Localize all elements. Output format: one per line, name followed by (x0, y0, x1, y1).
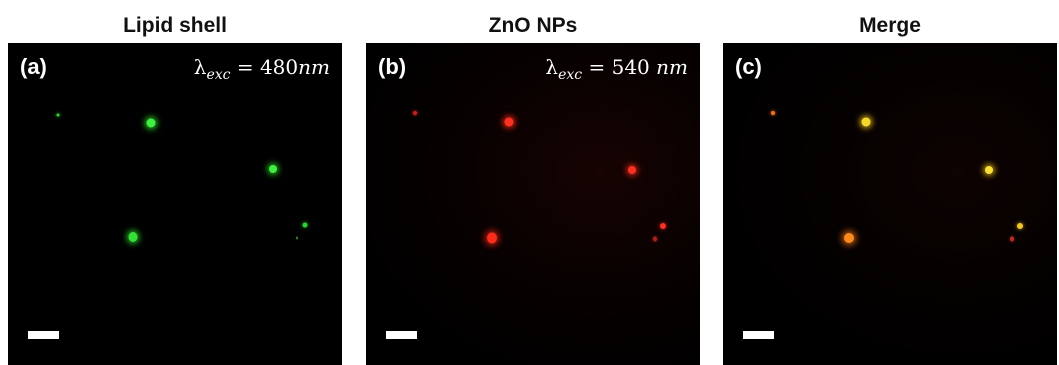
lipid-shell-image: (a) λexc = 480nm (8, 43, 342, 365)
scale-bar (386, 331, 417, 339)
panel-c-title: Merge (859, 14, 921, 37)
panel-a-title: Lipid shell (123, 14, 227, 37)
fluorescent-spot (296, 236, 298, 240)
fluorescent-spot (985, 166, 993, 174)
lambda-unit: nm (656, 55, 688, 79)
fluorescent-spot (771, 111, 775, 115)
panel-c-label: (c) (735, 54, 762, 79)
lambda-value: 480 (259, 55, 299, 79)
fluorescent-spot (302, 222, 308, 228)
fluorescent-spot (413, 111, 417, 115)
panel-b-label: (b) (378, 54, 407, 79)
lambda-unit: nm (298, 55, 330, 79)
lambda-symbol: λ (193, 55, 207, 79)
fluorescent-spot (1010, 236, 1014, 242)
lambda-subscript: exc (558, 67, 583, 83)
fluorescent-spot (269, 165, 277, 173)
lambda-value: 540 (611, 55, 657, 79)
lambda-symbol: λ (545, 55, 559, 79)
fluorescent-spot (660, 223, 666, 229)
fluorescent-spot (128, 232, 138, 242)
fluorescent-spot (844, 233, 854, 243)
fluorescent-spot (487, 232, 497, 244)
fluorescent-spot (861, 117, 871, 127)
lambda-equals: = (230, 55, 260, 79)
lambda-equals: = (582, 55, 612, 79)
lambda-subscript: exc (206, 67, 231, 83)
fluorescent-spot (653, 236, 657, 242)
zno-nps-image: (b) λexc = 540 nm (366, 43, 700, 365)
background-glow (723, 43, 1057, 365)
excitation-wavelength-b: λexc = 540 nm (545, 55, 688, 83)
merge-image: (c) (723, 43, 1057, 365)
scale-bar (28, 331, 59, 339)
fluorescent-spot (504, 117, 514, 127)
fluorescent-spot (56, 113, 60, 117)
fluorescent-spot (1017, 223, 1023, 229)
panel-b-title: ZnO NPs (488, 14, 578, 37)
panel-a-label: (a) (20, 54, 47, 79)
fluorescent-spot (146, 118, 156, 128)
fluorescent-spot (628, 166, 636, 174)
background-glow (366, 43, 700, 365)
scale-bar (743, 331, 774, 339)
excitation-wavelength-a: λexc = 480nm (194, 55, 330, 83)
